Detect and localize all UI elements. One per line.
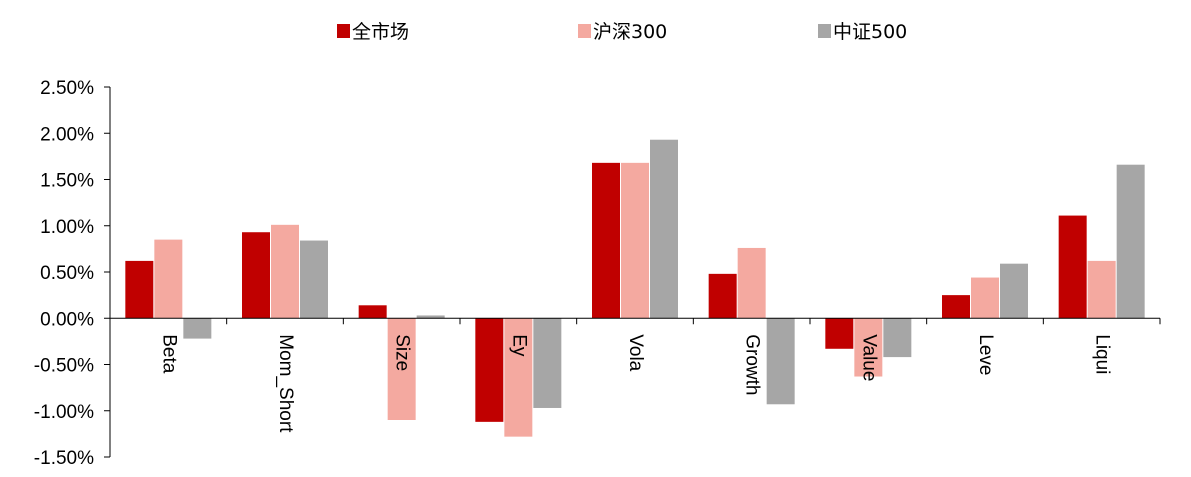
legend-label-2: 沪深300 [593, 21, 667, 43]
legend-label-1: 全市场 [352, 21, 409, 43]
bar-beta-series-1 [125, 260, 154, 319]
y-tick-label: 0.00% [40, 309, 94, 330]
bar-ey-series-3 [533, 318, 562, 408]
bars [125, 139, 1145, 437]
bar-ey-series-2 [504, 318, 533, 437]
y-tick-label: -1.00% [34, 402, 94, 423]
bar-mom-short-series-1 [242, 232, 270, 319]
bar-value-series-3 [883, 318, 912, 358]
bar-growth-series-1 [708, 273, 737, 319]
y-tick-label: 2.00% [40, 124, 94, 145]
bar-size-series-3 [416, 315, 445, 319]
legend-swatch-3 [818, 24, 831, 38]
y-tick-label: 1.00% [40, 217, 94, 238]
bar-vola-series-1 [592, 162, 620, 319]
y-tick-label: 2.50% [40, 78, 94, 99]
y-tick-label: -0.50% [34, 356, 94, 377]
bar-size-series-2 [387, 318, 416, 420]
bar-leve-series-2 [971, 277, 999, 319]
category-label: Vola [625, 334, 646, 371]
bar-liqui-series-3 [1116, 164, 1145, 319]
bar-vola-series-2 [621, 162, 649, 319]
bar-growth-series-2 [737, 247, 766, 319]
category-label: Beta [158, 334, 179, 374]
bar-size-series-1 [358, 305, 387, 319]
bar-beta-series-3 [183, 318, 212, 339]
bar-leve-series-1 [942, 295, 970, 319]
y-tick-label: 1.50% [40, 171, 94, 192]
y-tick-label: -1.50% [34, 448, 94, 469]
bar-mom-short-series-3 [300, 240, 328, 319]
legend: 全市场 沪深300 中证500 [337, 21, 907, 43]
bar-mom-short-series-2 [271, 224, 299, 319]
bar-value-series-1 [825, 318, 854, 349]
bar-leve-series-3 [1000, 263, 1028, 319]
y-axis: 2.50% 2.00% 1.50% 1.00% 0.50% 0.00% -0.50% -1.0… [34, 78, 111, 469]
category-label: Value [858, 334, 879, 381]
y-tick-label: 0.50% [40, 263, 94, 284]
category-labels: Beta Mom_Short Size Ey Vola Growth Value Leve Li… [158, 334, 1112, 433]
bar-beta-series-2 [154, 239, 183, 319]
category-label: Size [392, 334, 413, 371]
category-label: Ey [508, 334, 529, 357]
x-axis [110, 317, 1161, 325]
category-label: Liqui [1092, 334, 1113, 374]
bar-vola-series-3 [650, 139, 678, 319]
bar-value-series-2 [854, 318, 883, 377]
category-label: Mom_Short [275, 334, 296, 433]
bar-ey-series-1 [475, 318, 504, 422]
legend-swatch-1 [337, 24, 350, 38]
legend-swatch-2 [578, 24, 591, 38]
bar-liqui-series-2 [1087, 260, 1116, 319]
category-label: Leve [975, 334, 996, 375]
category-label: Growth [742, 334, 763, 395]
bar-liqui-series-1 [1058, 215, 1087, 319]
bar-growth-series-3 [766, 318, 795, 405]
legend-label-3: 中证500 [833, 21, 907, 43]
